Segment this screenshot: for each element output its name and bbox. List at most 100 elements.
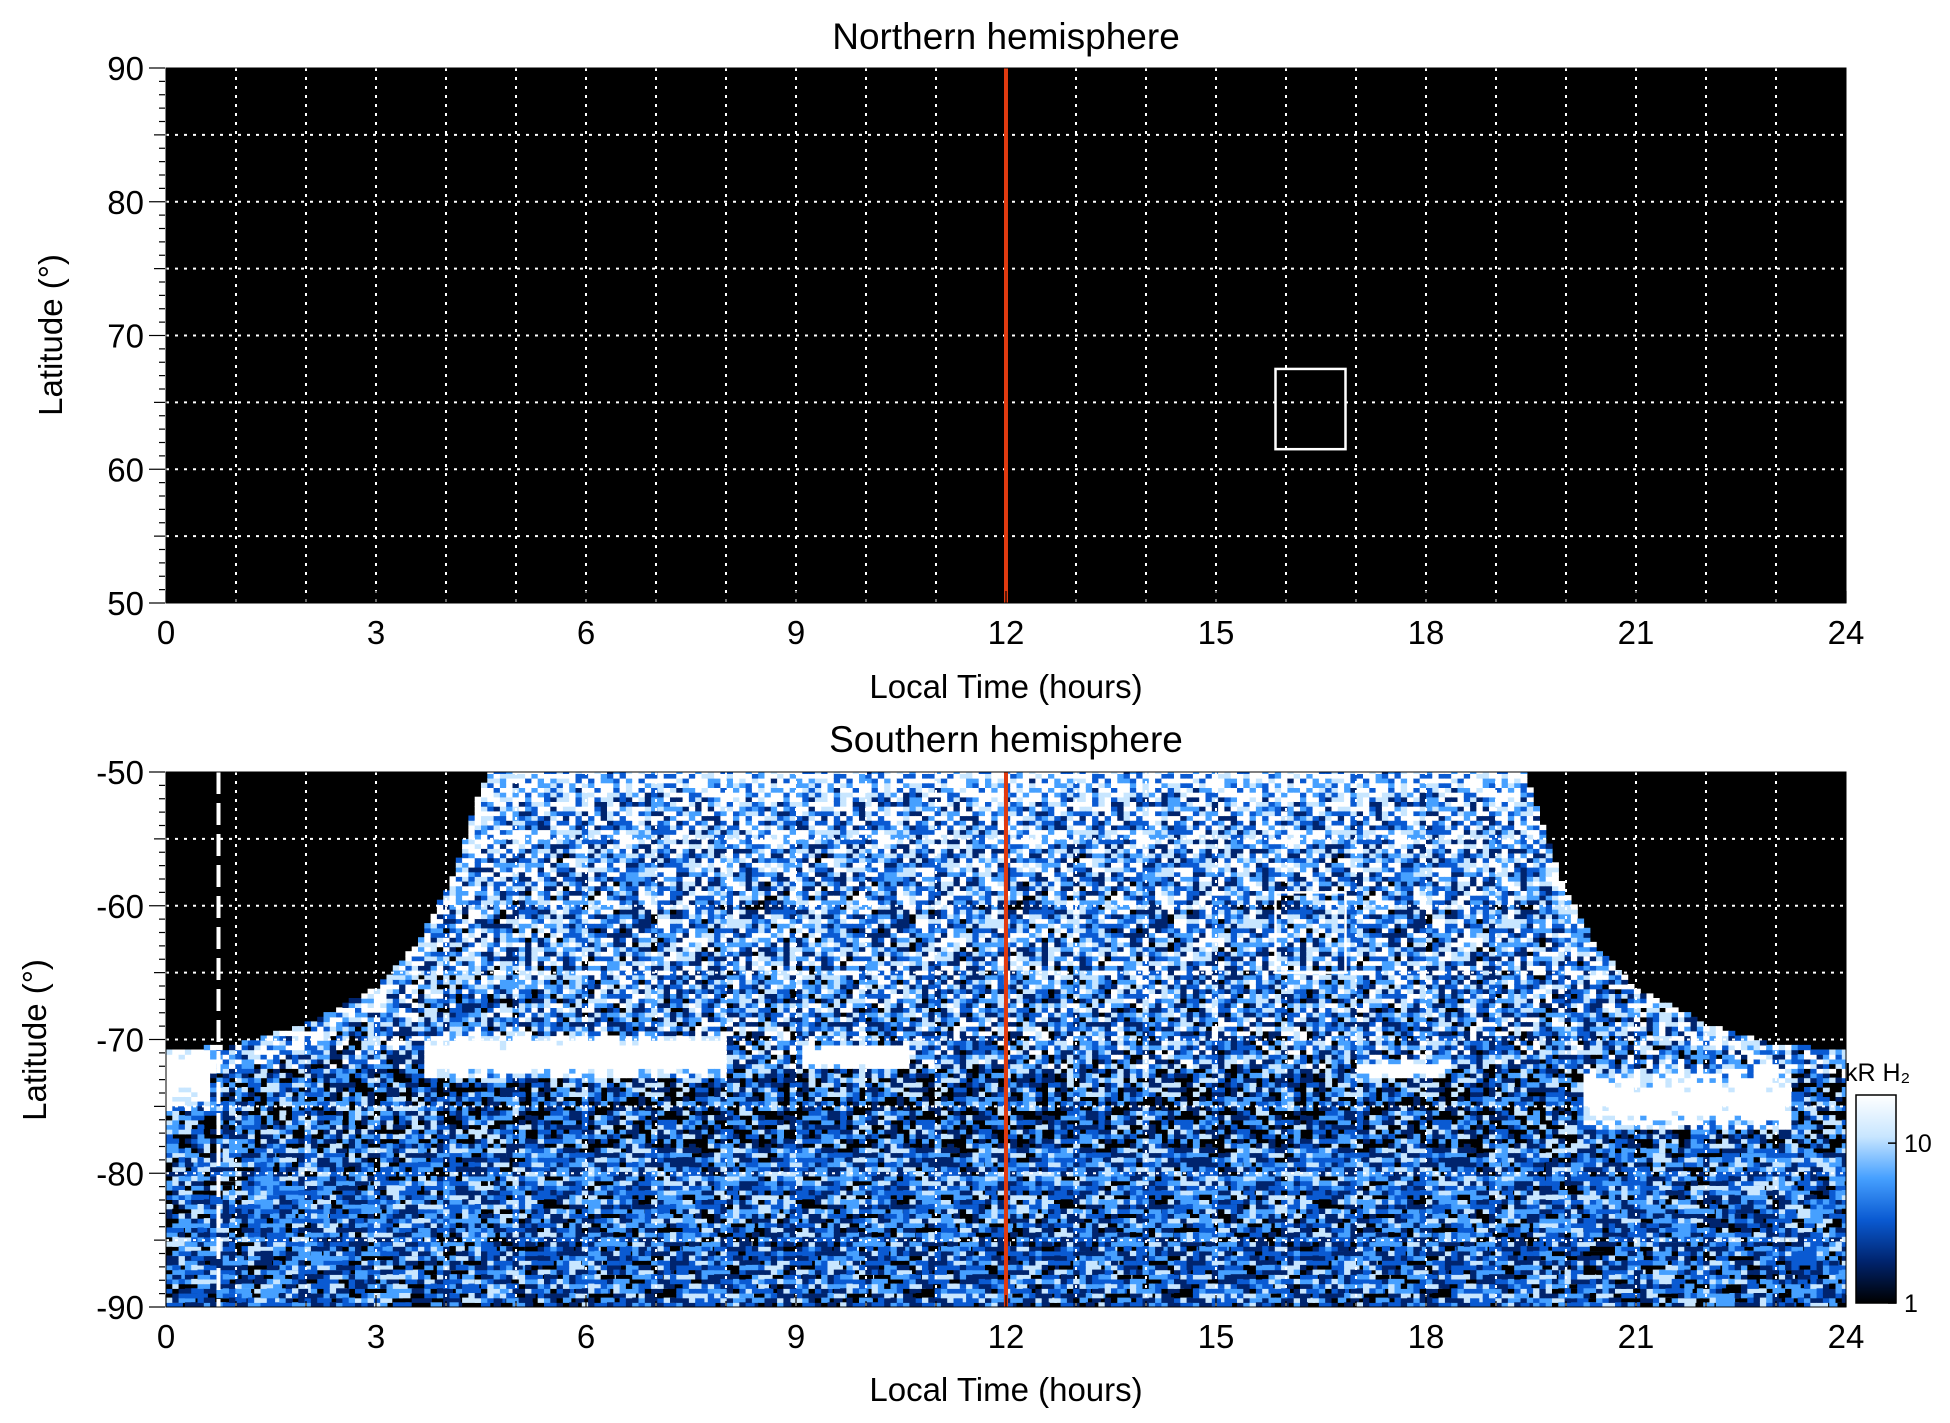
- heatmap-cell: [499, 1087, 507, 1093]
- heatmap-cell: [273, 1049, 280, 1055]
- heatmap-cell: [550, 1250, 562, 1257]
- heatmap-cell: [279, 1035, 287, 1041]
- heatmap-cell: [594, 796, 602, 802]
- heatmap-cell: [304, 1302, 314, 1307]
- heatmap-cell: [518, 1049, 526, 1055]
- heatmap-cell: [235, 1096, 243, 1102]
- heatmap-cell: [594, 904, 602, 910]
- heatmap-cell: [537, 979, 545, 985]
- heatmap-cell: [273, 1143, 280, 1149]
- heatmap-cell: [594, 881, 602, 887]
- heatmap-cell: [418, 1110, 425, 1116]
- heatmap-cell: [506, 1110, 514, 1116]
- heatmap-cell: [481, 1246, 497, 1252]
- heatmap-cell: [493, 955, 501, 962]
- heatmap-cell: [449, 1302, 459, 1307]
- heatmap-cell: [361, 998, 369, 1004]
- heatmap-cell: [292, 1049, 299, 1055]
- heatmap-cell: [342, 1058, 350, 1065]
- heatmap-cell: [506, 787, 514, 793]
- heatmap-cell: [537, 965, 545, 971]
- heatmap-cell: [525, 1190, 533, 1196]
- heatmap-cell: [304, 1124, 312, 1130]
- heatmap-cell: [260, 1278, 272, 1285]
- heatmap-cell: [594, 1077, 602, 1083]
- heatmap-cell: [487, 918, 495, 924]
- heatmap-cell: [424, 1072, 432, 1079]
- heatmap-cell: [531, 1143, 539, 1149]
- heatmap-cell: [556, 1250, 579, 1257]
- heatmap-cell: [424, 1063, 432, 1069]
- heatmap-cell: [493, 1021, 501, 1027]
- heatmap-cell: [581, 899, 589, 905]
- heatmap-cell: [506, 806, 514, 812]
- heatmap-cell: [575, 772, 583, 774]
- heatmap-cell: [411, 1035, 419, 1041]
- heatmap-cell: [481, 867, 488, 873]
- heatmap-cell: [222, 1072, 230, 1079]
- heatmap-cell: [260, 1255, 274, 1261]
- heatmap-cell: [273, 1063, 280, 1069]
- heatmap-cell: [512, 1035, 520, 1041]
- heatmap-cell: [531, 1063, 539, 1069]
- heatmap-cell: [562, 970, 570, 976]
- heatmap-cell: [367, 1283, 391, 1289]
- heatmap-cell: [279, 1143, 287, 1149]
- heatmap-cell: [588, 1087, 595, 1093]
- heatmap-cell: [474, 1185, 483, 1191]
- heatmap-cell: [481, 998, 488, 1004]
- heatmap-cell: [499, 1138, 507, 1144]
- heatmap-cell: [310, 1227, 320, 1233]
- heatmap-cell: [462, 1232, 470, 1238]
- heatmap-cell: [468, 1096, 476, 1102]
- heatmap-cell: [550, 834, 558, 840]
- heatmap-cell: [424, 1133, 432, 1140]
- heatmap-cell: [518, 857, 526, 863]
- heatmap-cell: [518, 787, 526, 793]
- heatmap-cell: [569, 1012, 577, 1018]
- heatmap-cell: [392, 1044, 400, 1051]
- heatmap-cell: [550, 899, 558, 905]
- heatmap-cell: [430, 1072, 438, 1079]
- heatmap-cell: [462, 1119, 469, 1126]
- heatmap-cell: [600, 1082, 608, 1088]
- heatmap-cell: [455, 1246, 465, 1252]
- heatmap-cell: [525, 1115, 532, 1121]
- heatmap-cell: [575, 1072, 583, 1079]
- heatmap-cell: [430, 993, 438, 999]
- heatmap-cell: [411, 1012, 419, 1018]
- heatmap-cell: [373, 1054, 381, 1060]
- heatmap-cell: [235, 1044, 243, 1051]
- heatmap-cell: [474, 946, 482, 952]
- heatmap-cell: [594, 1180, 609, 1186]
- heatmap-cell: [462, 1049, 469, 1055]
- heatmap-cell: [499, 1054, 507, 1060]
- heatmap-cell: [474, 970, 482, 976]
- heatmap-cell: [443, 1133, 451, 1140]
- heatmap-cell: [462, 1138, 469, 1144]
- heatmap-cell: [487, 909, 495, 915]
- heatmap-cell: [506, 1269, 527, 1275]
- heatmap-cell: [386, 993, 394, 999]
- heatmap-cell: [392, 1082, 400, 1088]
- heatmap-cell: [569, 876, 577, 882]
- heatmap-cell: [518, 1119, 526, 1126]
- heatmap-cell: [499, 1213, 517, 1219]
- heatmap-cell: [506, 778, 514, 784]
- heatmap-cell: [493, 1194, 509, 1200]
- heatmap-cell: [550, 1044, 558, 1051]
- heatmap-cell: [449, 1171, 459, 1177]
- heatmap-cell: [298, 1166, 318, 1172]
- heatmap-cell: [588, 834, 595, 840]
- heatmap-cell: [203, 1063, 211, 1069]
- heatmap-cell: [556, 792, 564, 798]
- heatmap-cell: [569, 1213, 581, 1219]
- heatmap-cell: [216, 1222, 229, 1228]
- heatmap-cell: [336, 1180, 354, 1186]
- heatmap-cell: [607, 1119, 614, 1126]
- heatmap-cell: [594, 1091, 602, 1097]
- heatmap-cell: [197, 1110, 205, 1116]
- heatmap-cell: [525, 1255, 544, 1261]
- heatmap-cell: [531, 778, 539, 784]
- heatmap-cell: [518, 988, 526, 994]
